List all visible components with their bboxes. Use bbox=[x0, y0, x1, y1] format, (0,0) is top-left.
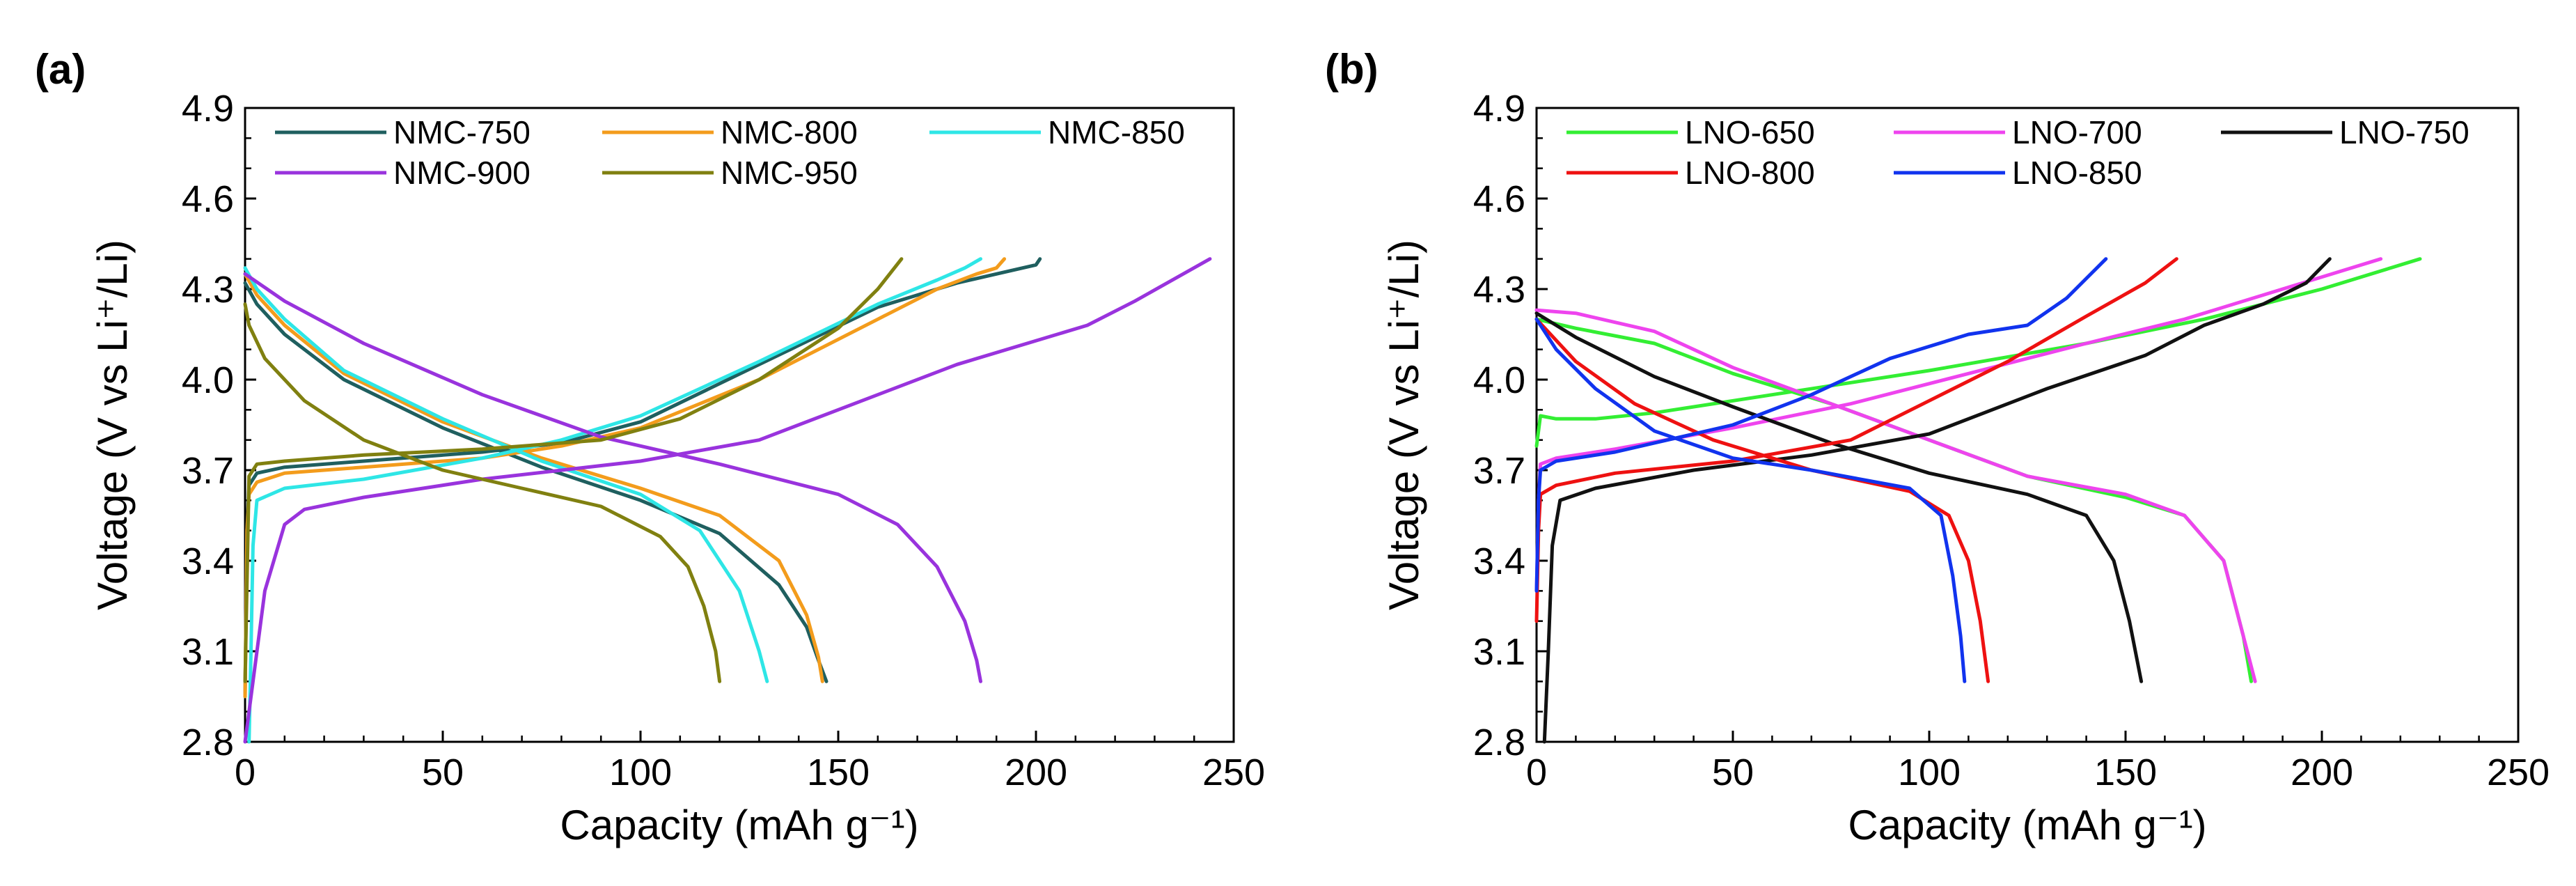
legend-label-lno-850: LNO-850 bbox=[2012, 155, 2142, 191]
legend-label-nmc-800: NMC-800 bbox=[721, 114, 858, 150]
y-axis-title: Voltage (V vs Li⁺/Li) bbox=[1381, 240, 1427, 610]
legend-label-nmc-900: NMC-900 bbox=[393, 155, 531, 191]
series-nmc-900-charge-line bbox=[243, 257, 1212, 744]
x-axis-title: Capacity (mAh g⁻¹) bbox=[560, 802, 918, 848]
y-tick-label: 3.4 bbox=[182, 541, 234, 582]
legend-label-lno-650: LNO-650 bbox=[1685, 114, 1815, 150]
legend-label-lno-800: LNO-800 bbox=[1685, 155, 1815, 191]
y-tick-label: 3.7 bbox=[1473, 450, 1525, 492]
series-lno-850-charge-line bbox=[1534, 257, 2108, 593]
y-tick-label: 2.8 bbox=[1473, 722, 1525, 763]
y-tick-label: 4.0 bbox=[182, 359, 234, 401]
y-tick-label: 4.6 bbox=[182, 178, 234, 220]
x-tick-label: 0 bbox=[1526, 752, 1547, 793]
x-tick-label: 100 bbox=[1898, 752, 1961, 793]
legend-label-nmc-950: NMC-950 bbox=[721, 155, 858, 191]
x-tick-label: 250 bbox=[1202, 752, 1265, 793]
legend-label-nmc-850: NMC-850 bbox=[1048, 114, 1185, 150]
x-tick-label: 50 bbox=[422, 752, 464, 793]
y-tick-label: 2.8 bbox=[182, 722, 234, 763]
y-tick-label: 4.3 bbox=[182, 269, 234, 311]
y-tick-label: 3.1 bbox=[1473, 631, 1525, 673]
series-nmc-800-charge-line bbox=[243, 257, 1007, 699]
x-tick-label: 100 bbox=[609, 752, 672, 793]
legend-label-lno-750: LNO-750 bbox=[2339, 114, 2469, 150]
plot-frame bbox=[244, 107, 1235, 743]
legend-label-lno-700: LNO-700 bbox=[2012, 114, 2142, 150]
y-tick-label: 4.0 bbox=[1473, 359, 1525, 401]
series-lno-700-discharge-line bbox=[1534, 308, 2257, 683]
series-lno-850-discharge-line bbox=[1534, 317, 1967, 683]
series-nmc-800-discharge-line bbox=[243, 272, 824, 683]
series-nmc-750-discharge-line bbox=[243, 281, 828, 683]
x-axis-title: Capacity (mAh g⁻¹) bbox=[1848, 802, 2206, 848]
series-nmc-950-charge-line bbox=[243, 257, 904, 683]
panel-b: (b) 0 50 100 150 200 250 2.8 3.1 3.4 3.7 4.0 4.3 4.6 4… bbox=[1325, 46, 2550, 848]
series-lno-750-discharge-line bbox=[1534, 311, 2144, 683]
y-tick-label: 4.9 bbox=[1473, 88, 1525, 130]
x-tick-label: 0 bbox=[235, 752, 256, 793]
y-tick-label: 4.3 bbox=[1473, 269, 1525, 311]
series-nmc-950-discharge-line bbox=[243, 302, 722, 683]
x-tick-label: 250 bbox=[2487, 752, 2550, 793]
y-tick-label: 3.4 bbox=[1473, 541, 1525, 582]
y-tick-label: 4.9 bbox=[182, 88, 234, 130]
series-nmc-850-discharge-line bbox=[243, 266, 769, 683]
y-tick-label: 3.7 bbox=[182, 450, 234, 492]
panel-a: (a) 0 50 100 150 200 250 2.8 3.1 3.4 3.7 4.0 4.3 4.6 4… bbox=[35, 46, 1265, 848]
y-tick-label: 4.6 bbox=[1473, 178, 1525, 220]
x-tick-label: 150 bbox=[2094, 752, 2157, 793]
panel-label: (b) bbox=[1325, 46, 1379, 93]
x-tick-label: 200 bbox=[1005, 752, 1067, 793]
x-tick-label: 200 bbox=[2291, 752, 2353, 793]
y-axis-title: Voltage (V vs Li⁺/Li) bbox=[89, 240, 136, 610]
panel-label: (a) bbox=[35, 46, 86, 93]
series-lno-750-charge-line bbox=[1542, 257, 2332, 744]
x-tick-label: 50 bbox=[1712, 752, 1754, 793]
x-tick-label: 150 bbox=[807, 752, 870, 793]
series-lno-650-charge-line bbox=[1534, 257, 2422, 448]
series-lno-800-charge-line bbox=[1534, 257, 2178, 623]
series-nmc-900-discharge-line bbox=[243, 272, 982, 683]
legend-label-nmc-750: NMC-750 bbox=[393, 114, 531, 150]
series-nmc-850-charge-line bbox=[247, 257, 982, 744]
y-tick-label: 3.1 bbox=[182, 631, 234, 673]
plot-frame bbox=[1535, 107, 2520, 743]
